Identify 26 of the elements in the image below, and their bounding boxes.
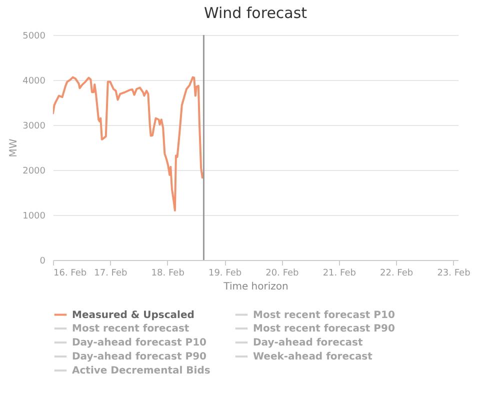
legend-label: Day-ahead forecast P10 (72, 338, 207, 348)
chart-title: Wind forecast (204, 4, 308, 22)
x-tick-label: 16. Feb (54, 268, 87, 278)
x-tick-label: 20. Feb (266, 268, 300, 278)
y-tick-label: 4000 (22, 76, 46, 86)
legend-label: Most recent forecast P90 (253, 324, 395, 334)
y-tick-label: 2000 (22, 166, 46, 176)
y-axis-title: MW (8, 138, 20, 158)
legend-label: Measured & Upscaled (72, 310, 194, 321)
x-tick-label: 23. Feb (437, 268, 471, 278)
y-tick-label: 0 (40, 256, 46, 266)
x-tick-label: 17. Feb (94, 268, 128, 278)
legend-label: Most recent forecast (72, 324, 190, 334)
x-tick-label: 18. Feb (151, 268, 185, 278)
x-tick-label: 22. Feb (380, 268, 414, 278)
legend-label: Day-ahead forecast P90 (72, 352, 207, 362)
x-axis-title: Time horizon (222, 282, 288, 292)
legend-label: Week-ahead forecast (253, 352, 373, 362)
x-tick-label: 21. Feb (322, 268, 356, 278)
y-tick-label: 3000 (22, 122, 46, 132)
legend-label: Active Decremental Bids (72, 366, 210, 376)
y-tick-label: 5000 (22, 32, 46, 42)
y-tick-label: 1000 (22, 212, 46, 222)
x-tick-label: 19. Feb (208, 268, 242, 278)
legend-label: Day-ahead forecast (253, 338, 364, 348)
legend-label: Most recent forecast P10 (253, 310, 395, 321)
